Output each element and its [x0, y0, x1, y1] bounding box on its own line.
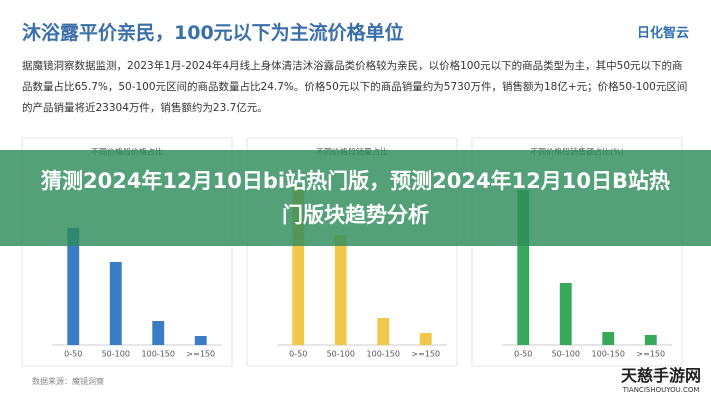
x-tick-label: 100-150	[142, 350, 175, 359]
bar	[517, 190, 530, 345]
bar	[334, 235, 347, 345]
watermark-url: TIANCISHOUYOU.COM	[622, 386, 700, 394]
source: 数据来源：魔镜洞察	[32, 377, 104, 386]
x-tick-label: 0-50	[64, 350, 82, 359]
bar	[292, 185, 305, 345]
bar	[67, 228, 80, 345]
paragraph: 据魔镜洞察数据监测，2023年1月-2024年4月线上身体清洁沐浴露品类价格较为…	[22, 60, 688, 114]
banner: 猜测2024年12月10日bi站热门版，预测2024年12月10日B站热门版块趋…	[0, 150, 711, 246]
header-title: 沐浴露平价亲民，100元以下为主流价格单位	[22, 22, 404, 44]
x-tick-label: 50-100	[102, 350, 130, 359]
x-tick-label: >=150	[636, 350, 665, 359]
x-tick-label: 50-100	[552, 350, 580, 359]
watermark-name: 天慈手游网	[620, 366, 701, 385]
bar	[377, 318, 390, 345]
bar	[644, 335, 657, 345]
bar	[559, 283, 572, 345]
bar	[152, 321, 165, 345]
x-tick-label: 0-50	[514, 350, 532, 359]
banner-text: 猜测2024年12月10日bi站热门版，预测2024年12月10日B站热门版块趋…	[40, 169, 671, 227]
watermark: 天慈手游网 TIANCISHOUYOU.COM	[621, 362, 701, 394]
bar	[109, 262, 122, 345]
logo: 日化智云	[636, 26, 689, 41]
x-tick-label: 100-150	[367, 350, 400, 359]
x-tick-label: 100-150	[592, 350, 625, 359]
x-tick-label: 50-100	[327, 350, 355, 359]
bar	[194, 336, 207, 345]
x-tick-label: >=150	[411, 350, 440, 359]
x-tick-label: 0-50	[289, 350, 307, 359]
bar	[419, 333, 432, 345]
x-tick-label: >=150	[186, 350, 215, 359]
bar	[602, 332, 615, 345]
